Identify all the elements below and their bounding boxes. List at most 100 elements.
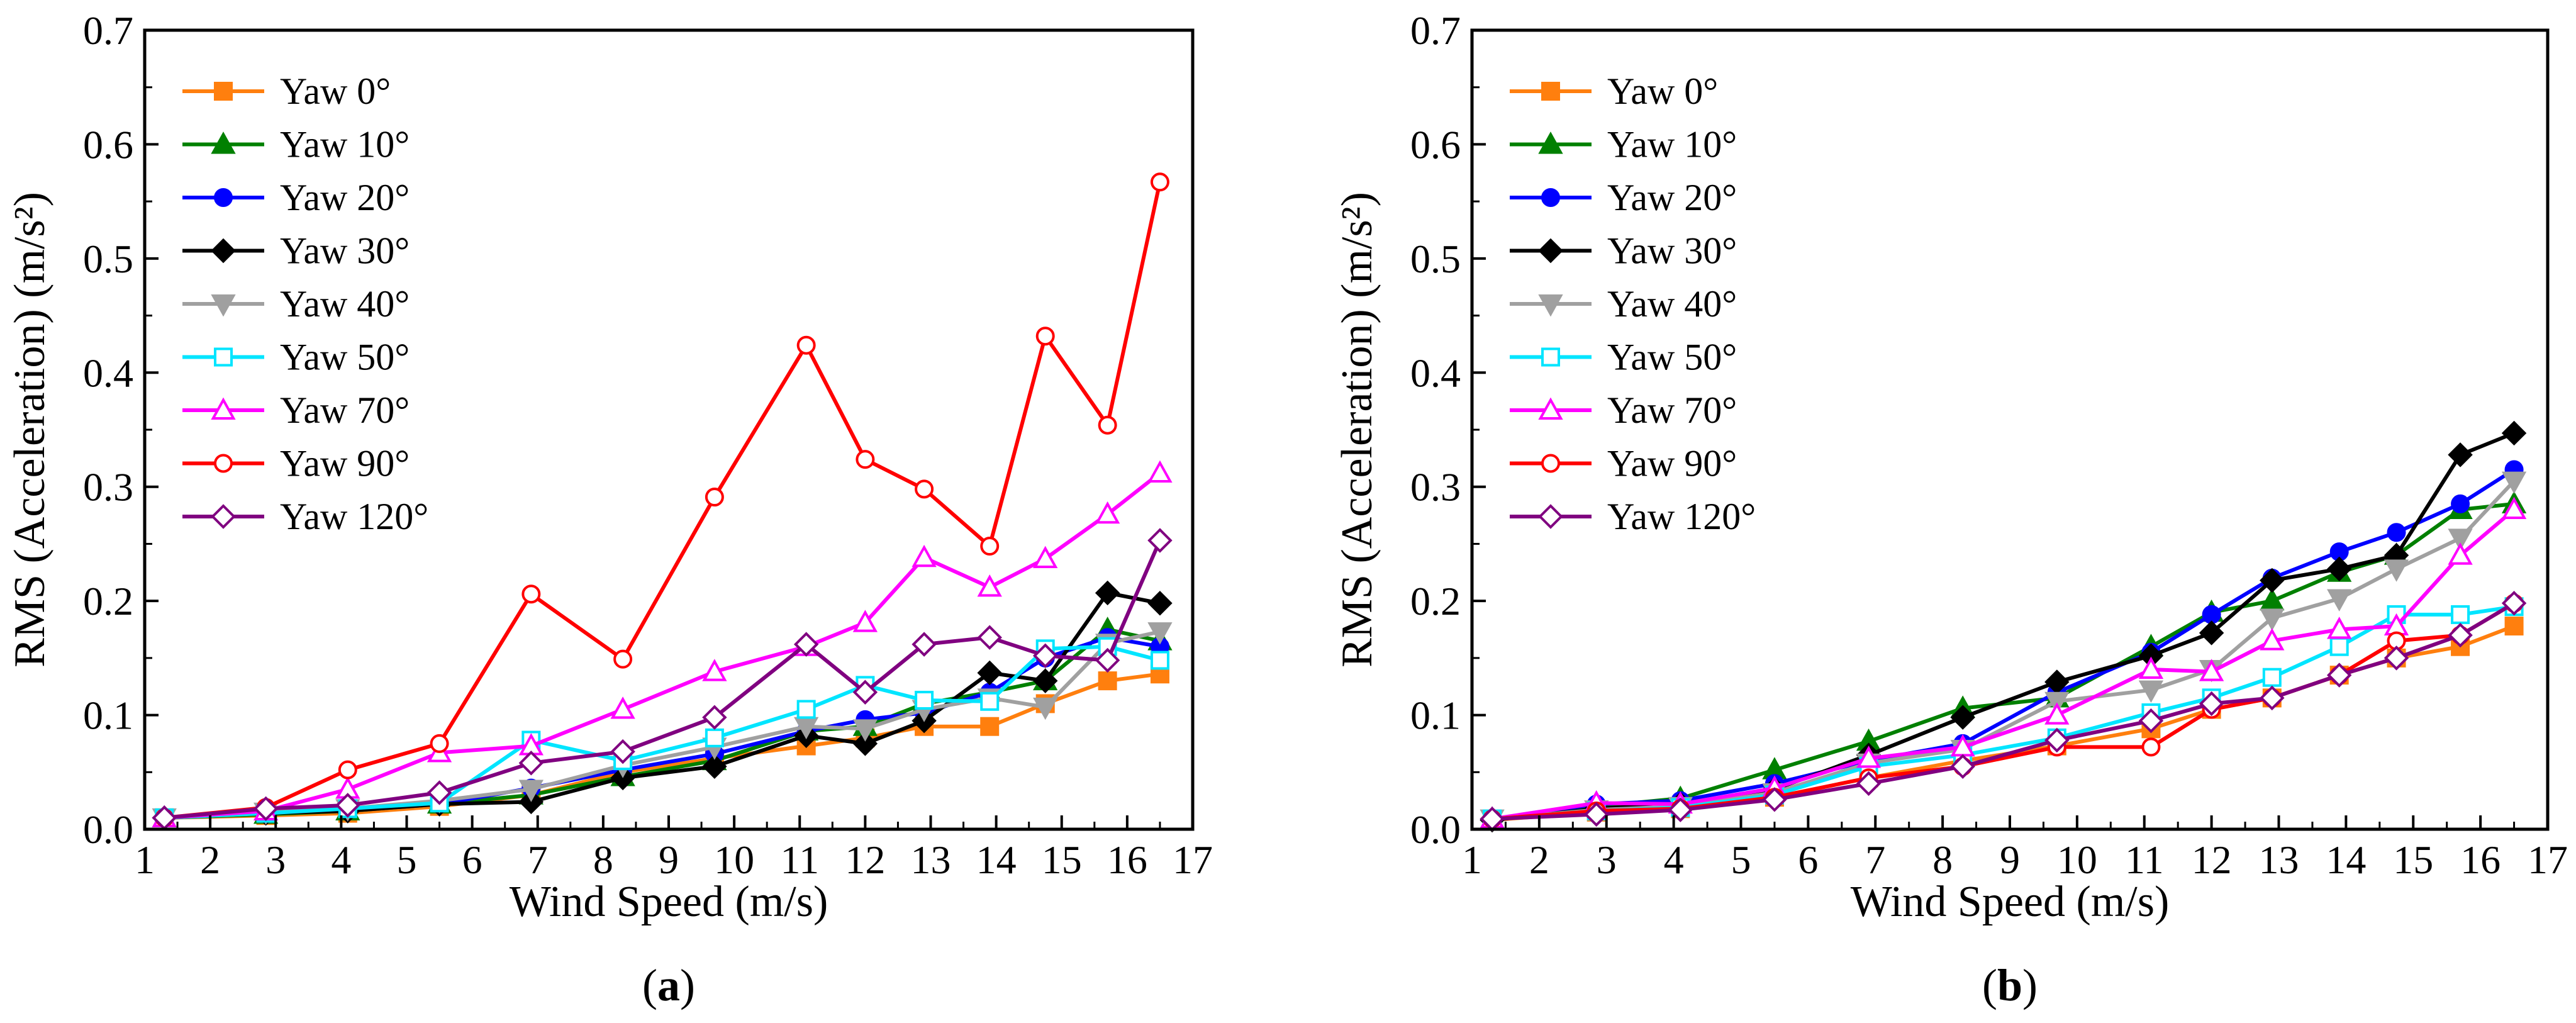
data-point	[2501, 471, 2527, 495]
series-line	[164, 181, 1162, 820]
legend-marker	[214, 347, 233, 367]
legend: Yaw 0° Yaw 10° Yaw 20° Yaw 30° Yaw 40° Yaw 50…	[182, 70, 428, 537]
series-line	[1492, 508, 2516, 821]
data-point	[2451, 494, 2470, 513]
x-tick-label: 14	[976, 837, 1017, 882]
legend-marker	[214, 188, 233, 207]
data-point	[2199, 691, 2224, 717]
data-point	[980, 691, 1000, 711]
legend-marker	[1538, 397, 1563, 420]
x-tick-label: 15	[1042, 837, 1082, 882]
data-point	[793, 632, 819, 657]
y-axis-title: RMS (Acceleration) (m/s²)	[1333, 192, 1381, 668]
data-point	[796, 335, 816, 355]
data-point	[1032, 643, 1058, 668]
data-point	[2384, 559, 2409, 582]
y-axis-title: RMS (Acceleration) (m/s²)	[6, 192, 54, 668]
legend-item: Yaw 90°	[182, 443, 410, 484]
data-point	[2199, 659, 2224, 681]
x-tick-label: 16	[1107, 837, 1147, 882]
panel-label: (a)	[642, 960, 695, 1010]
y-tick-label: 0.7	[83, 8, 133, 53]
data-point	[912, 632, 937, 657]
data-point	[427, 780, 452, 805]
data-point	[2044, 727, 2070, 753]
legend-item: Yaw 30°	[1510, 230, 1737, 272]
legend-marker	[211, 131, 236, 154]
legend-item: Yaw 40°	[1510, 283, 1737, 325]
data-point	[521, 584, 541, 604]
x-tick-label: 16	[2460, 837, 2501, 882]
data-point	[980, 717, 1000, 736]
x-tick-label: 17	[2528, 837, 2568, 882]
y-tick-label: 0.5	[83, 237, 133, 281]
data-point	[915, 479, 934, 499]
data-point	[1762, 787, 1787, 812]
data-point	[1035, 327, 1055, 346]
x-tick-label: 2	[1529, 837, 1549, 882]
legend-label: Yaw 90°	[280, 443, 410, 484]
data-point	[430, 734, 449, 753]
y-tick-label: 0.4	[83, 350, 133, 395]
data-point	[912, 544, 937, 567]
data-point	[702, 659, 727, 681]
data-point	[796, 700, 816, 719]
data-point	[253, 796, 279, 822]
data-point	[1150, 172, 1169, 192]
data-point	[977, 625, 1002, 650]
legend-label: Yaw 20°	[280, 177, 410, 218]
legend-item: Yaw 50°	[1510, 337, 1737, 378]
legend-marker	[214, 82, 233, 101]
data-point	[2327, 589, 2352, 612]
data-point	[2504, 617, 2524, 636]
legend-marker	[1538, 131, 1563, 154]
x-tick-label: 7	[528, 837, 548, 882]
legend-item: Yaw 0°	[1510, 70, 1718, 112]
x-tick-label: 2	[200, 837, 220, 882]
y-tick-label: 0.2	[1410, 579, 1461, 623]
legend-item: Yaw 20°	[1510, 177, 1737, 218]
legend-label: Yaw 30°	[1607, 230, 1737, 272]
x-tick-label: 6	[1798, 837, 1818, 882]
data-point	[852, 719, 878, 742]
data-point	[980, 537, 1000, 556]
data-point	[1147, 591, 1173, 616]
legend-label: Yaw 50°	[280, 337, 410, 378]
data-point	[1856, 746, 1882, 768]
legend-label: Yaw 0°	[280, 70, 391, 112]
legend-marker	[1541, 347, 1560, 367]
y-tick-label: 0.6	[83, 122, 133, 167]
data-point	[335, 793, 360, 818]
y-tick-label: 0.3	[1410, 465, 1461, 510]
data-point	[2451, 605, 2470, 624]
data-point	[1856, 771, 1882, 797]
chart-panel-a: 1 2 3 4 5 6 7 8 9 10 11 12 13 14 15 16 170.00.10.20.30.4…	[6, 8, 1213, 1010]
data-point	[2199, 620, 2224, 646]
data-point	[1150, 651, 1169, 670]
x-tick-label: 1	[135, 837, 155, 882]
series-yaw-70	[152, 460, 1173, 827]
legend-label: Yaw 70°	[1607, 389, 1737, 431]
x-tick-label: 12	[2192, 837, 2232, 882]
data-point	[705, 488, 724, 507]
data-point	[518, 751, 544, 776]
legend-marker	[1538, 504, 1563, 529]
legend-label: Yaw 20°	[1607, 177, 1737, 218]
legend-label: Yaw 120°	[1607, 496, 1756, 537]
legend-item: Yaw 20°	[182, 177, 410, 218]
data-point	[1583, 802, 1609, 827]
legend-label: Yaw 10°	[280, 124, 410, 165]
data-point	[2448, 442, 2473, 467]
data-point	[705, 728, 724, 747]
series-yaw-120	[1480, 591, 2527, 832]
x-tick-label: 10	[2057, 837, 2097, 882]
data-point	[2501, 591, 2527, 616]
x-axis-title: Wind Speed (m/s)	[510, 878, 828, 926]
x-tick-label: 1	[1462, 837, 1482, 882]
legend-marker	[214, 454, 233, 473]
legend-item: Yaw 40°	[182, 283, 410, 325]
legend-label: Yaw 120°	[280, 496, 428, 537]
data-point	[2260, 567, 2285, 593]
data-point	[1668, 797, 1693, 822]
data-point	[1095, 647, 1120, 673]
